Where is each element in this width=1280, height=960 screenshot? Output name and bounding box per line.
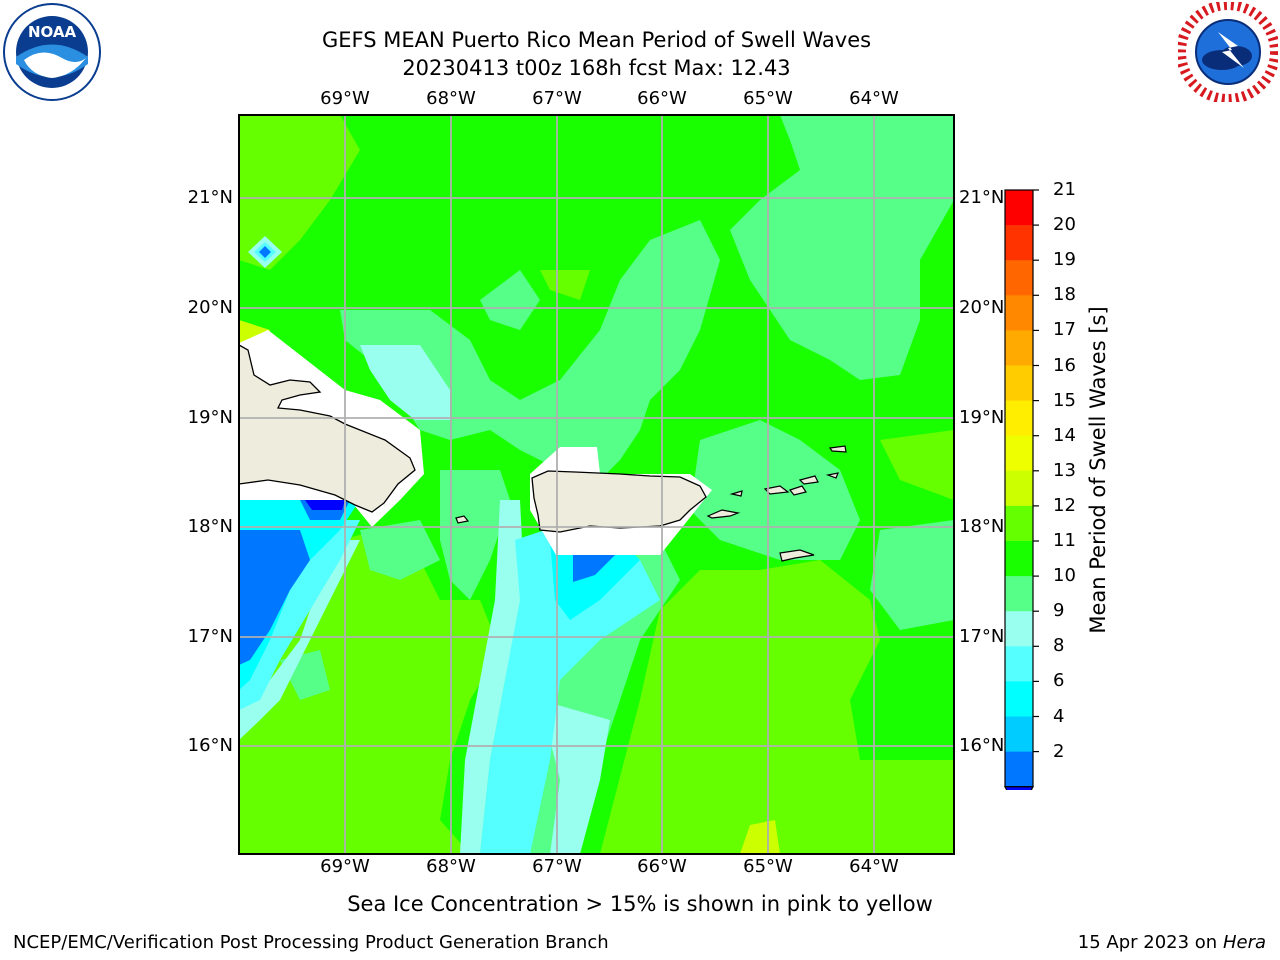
footer-branch: NCEP/EMC/Verification Post Processing Pr… (13, 932, 609, 953)
lat-label-right: 18°N (959, 516, 1005, 537)
colorbar-tick-label: 21 (1053, 179, 1076, 200)
colorbar-tick-label: 16 (1053, 354, 1076, 376)
colorbar-tick-label: 9 (1053, 600, 1065, 622)
lon-label-top: 68°W (426, 88, 476, 109)
lon-label-top: 65°W (743, 88, 793, 109)
lon-label-bottom: 64°W (849, 856, 899, 877)
colorbar-tick-label: 18 (1053, 284, 1076, 306)
lon-label-top: 64°W (849, 88, 899, 109)
colorbar-segment (1005, 505, 1033, 542)
colorbar-segment (1005, 435, 1033, 472)
map-title: GEFS MEAN Puerto Rico Mean Period of Swe… (321, 28, 872, 52)
lon-label-top: 67°W (532, 88, 582, 109)
colorbar-segment (1005, 541, 1033, 577)
colorbar-segment (1005, 400, 1033, 437)
lon-label-bottom: 65°W (743, 856, 793, 877)
colorbar-tick-label: 17 (1053, 319, 1076, 341)
colorbar-tick-label: 8 (1053, 635, 1065, 657)
lat-label-left: 18°N (187, 516, 233, 537)
lat-label-right: 17°N (959, 626, 1005, 647)
lon-label-bottom: 69°W (320, 856, 370, 877)
colorbar-segment (1005, 260, 1033, 296)
colorbar-segment (1005, 716, 1033, 753)
colorbar-tick-label: 19 (1053, 249, 1076, 271)
colorbar-tick-label: 10 (1053, 565, 1076, 587)
colorbar (1004, 189, 1039, 790)
lat-label-left: 20°N (187, 297, 233, 318)
colorbar-segment (1005, 365, 1033, 402)
colorbar-tick-label: 11 (1053, 530, 1076, 551)
lon-label-top: 69°W (320, 88, 370, 109)
lon-label-bottom: 67°W (532, 856, 582, 877)
colorbar-tick-label: 15 (1053, 389, 1076, 411)
colorbar-segment (1005, 470, 1033, 507)
colorbar-frame (1004, 189, 1034, 788)
lat-label-right: 20°N (959, 297, 1005, 318)
lon-label-top: 66°W (637, 88, 687, 109)
colorbar-segment (1005, 225, 1033, 261)
colorbar-tick-label: 13 (1053, 459, 1076, 481)
map-gridlines (239, 115, 954, 854)
colorbar-segment (1005, 190, 1033, 226)
colorbar-segment (1005, 330, 1033, 366)
lat-label-right: 16°N (959, 735, 1005, 756)
colorbar-tick-label: 20 (1053, 214, 1076, 236)
lat-label-left: 21°N (187, 187, 233, 208)
footer-date: 15 Apr 2023 on Hera (1078, 932, 1266, 953)
colorbar-segment (1005, 576, 1033, 612)
nws-logo (1178, 2, 1278, 102)
lon-label-bottom: 66°W (637, 856, 687, 877)
colorbar-tick-label: 14 (1053, 424, 1076, 446)
noaa-logo: NOAA (3, 3, 101, 101)
lat-label-left: 17°N (187, 626, 233, 647)
footer-host: Hera (1222, 932, 1266, 953)
footer-date-text: 15 Apr 2023 on (1077, 932, 1223, 953)
sea-ice-note: Sea Ice Concentration > 15% is shown in … (347, 892, 933, 916)
colorbar-segment (1005, 611, 1033, 647)
colorbar-label: Mean Period of Swell Waves [s] (1086, 306, 1110, 634)
colorbar-tick-label: 12 (1053, 494, 1076, 516)
lon-label-bottom: 68°W (426, 856, 476, 877)
map-subtitle: 20230413 t00z 168h fcst Max: 12.43 (402, 56, 791, 80)
lat-label-left: 16°N (187, 735, 233, 756)
map-frame (238, 114, 955, 855)
colorbar-tick-label: 2 (1053, 740, 1065, 762)
colorbar-tick-label: 6 (1053, 670, 1065, 692)
lat-label-right: 21°N (959, 187, 1005, 208)
lat-label-right: 19°N (959, 407, 1005, 428)
colorbar-segment (1005, 751, 1033, 788)
noaa-logo-text: NOAA (28, 23, 77, 41)
lat-label-left: 19°N (187, 407, 233, 428)
colorbar-segment (1005, 646, 1033, 682)
colorbar-segment (1005, 295, 1033, 331)
small-islands (455, 445, 847, 562)
colorbar-segment (1005, 681, 1033, 717)
colorbar-tick-label: 4 (1053, 705, 1065, 727)
